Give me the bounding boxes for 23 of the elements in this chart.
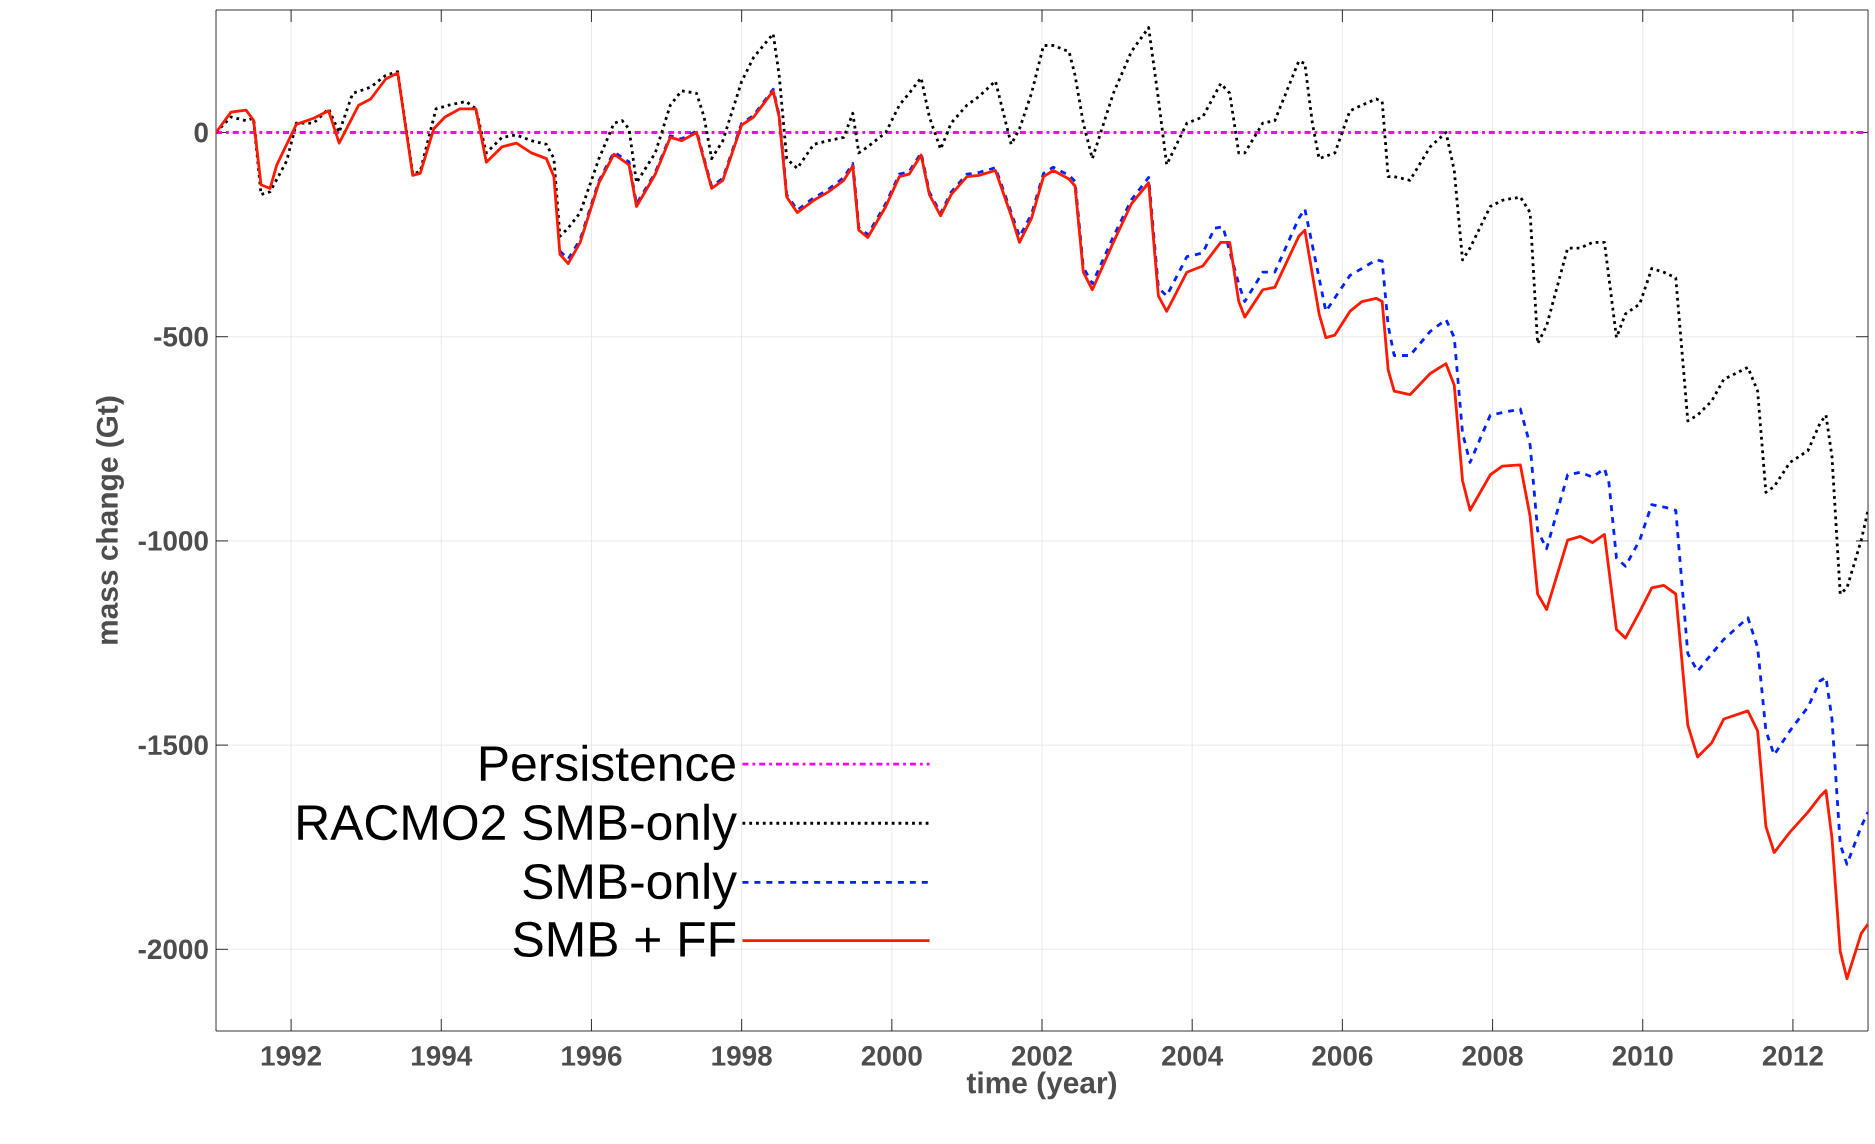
legend-label: SMB-only	[523, 862, 737, 910]
x-tick-label: 1996	[562, 1046, 622, 1066]
legend-label: SMB + FF	[513, 921, 736, 958]
y-axis-title: mass change (Gt)	[95, 396, 124, 644]
y-tick-label: 0	[194, 122, 208, 143]
x-tick-label: 1994	[412, 1046, 473, 1066]
legend-label: Persistence	[480, 744, 735, 782]
line-series	[216, 71, 1869, 981]
x-tick-label: 2008	[1462, 1046, 1523, 1066]
x-tick-label: 1998	[712, 1046, 772, 1066]
x-tick-label: 2010	[1612, 1046, 1673, 1066]
x-tick-label: 2000	[861, 1046, 922, 1066]
x-tick-label: 2002	[1011, 1046, 1072, 1066]
x-tick-label: 2012	[1762, 1046, 1823, 1066]
x-tick-label: 1992	[261, 1046, 321, 1066]
y-tick-label: -1500	[138, 735, 208, 755]
x-tick-label: 2006	[1312, 1046, 1373, 1066]
y-tick-label: -500	[154, 326, 208, 347]
legend-label: RACMO2 SMB-only	[298, 803, 737, 851]
x-axis-title: time (year)	[966, 1071, 1117, 1100]
x-tick-label: 2004	[1162, 1046, 1224, 1066]
y-tick-label: -2000	[138, 939, 208, 960]
y-tick-label: -1000	[138, 531, 208, 551]
